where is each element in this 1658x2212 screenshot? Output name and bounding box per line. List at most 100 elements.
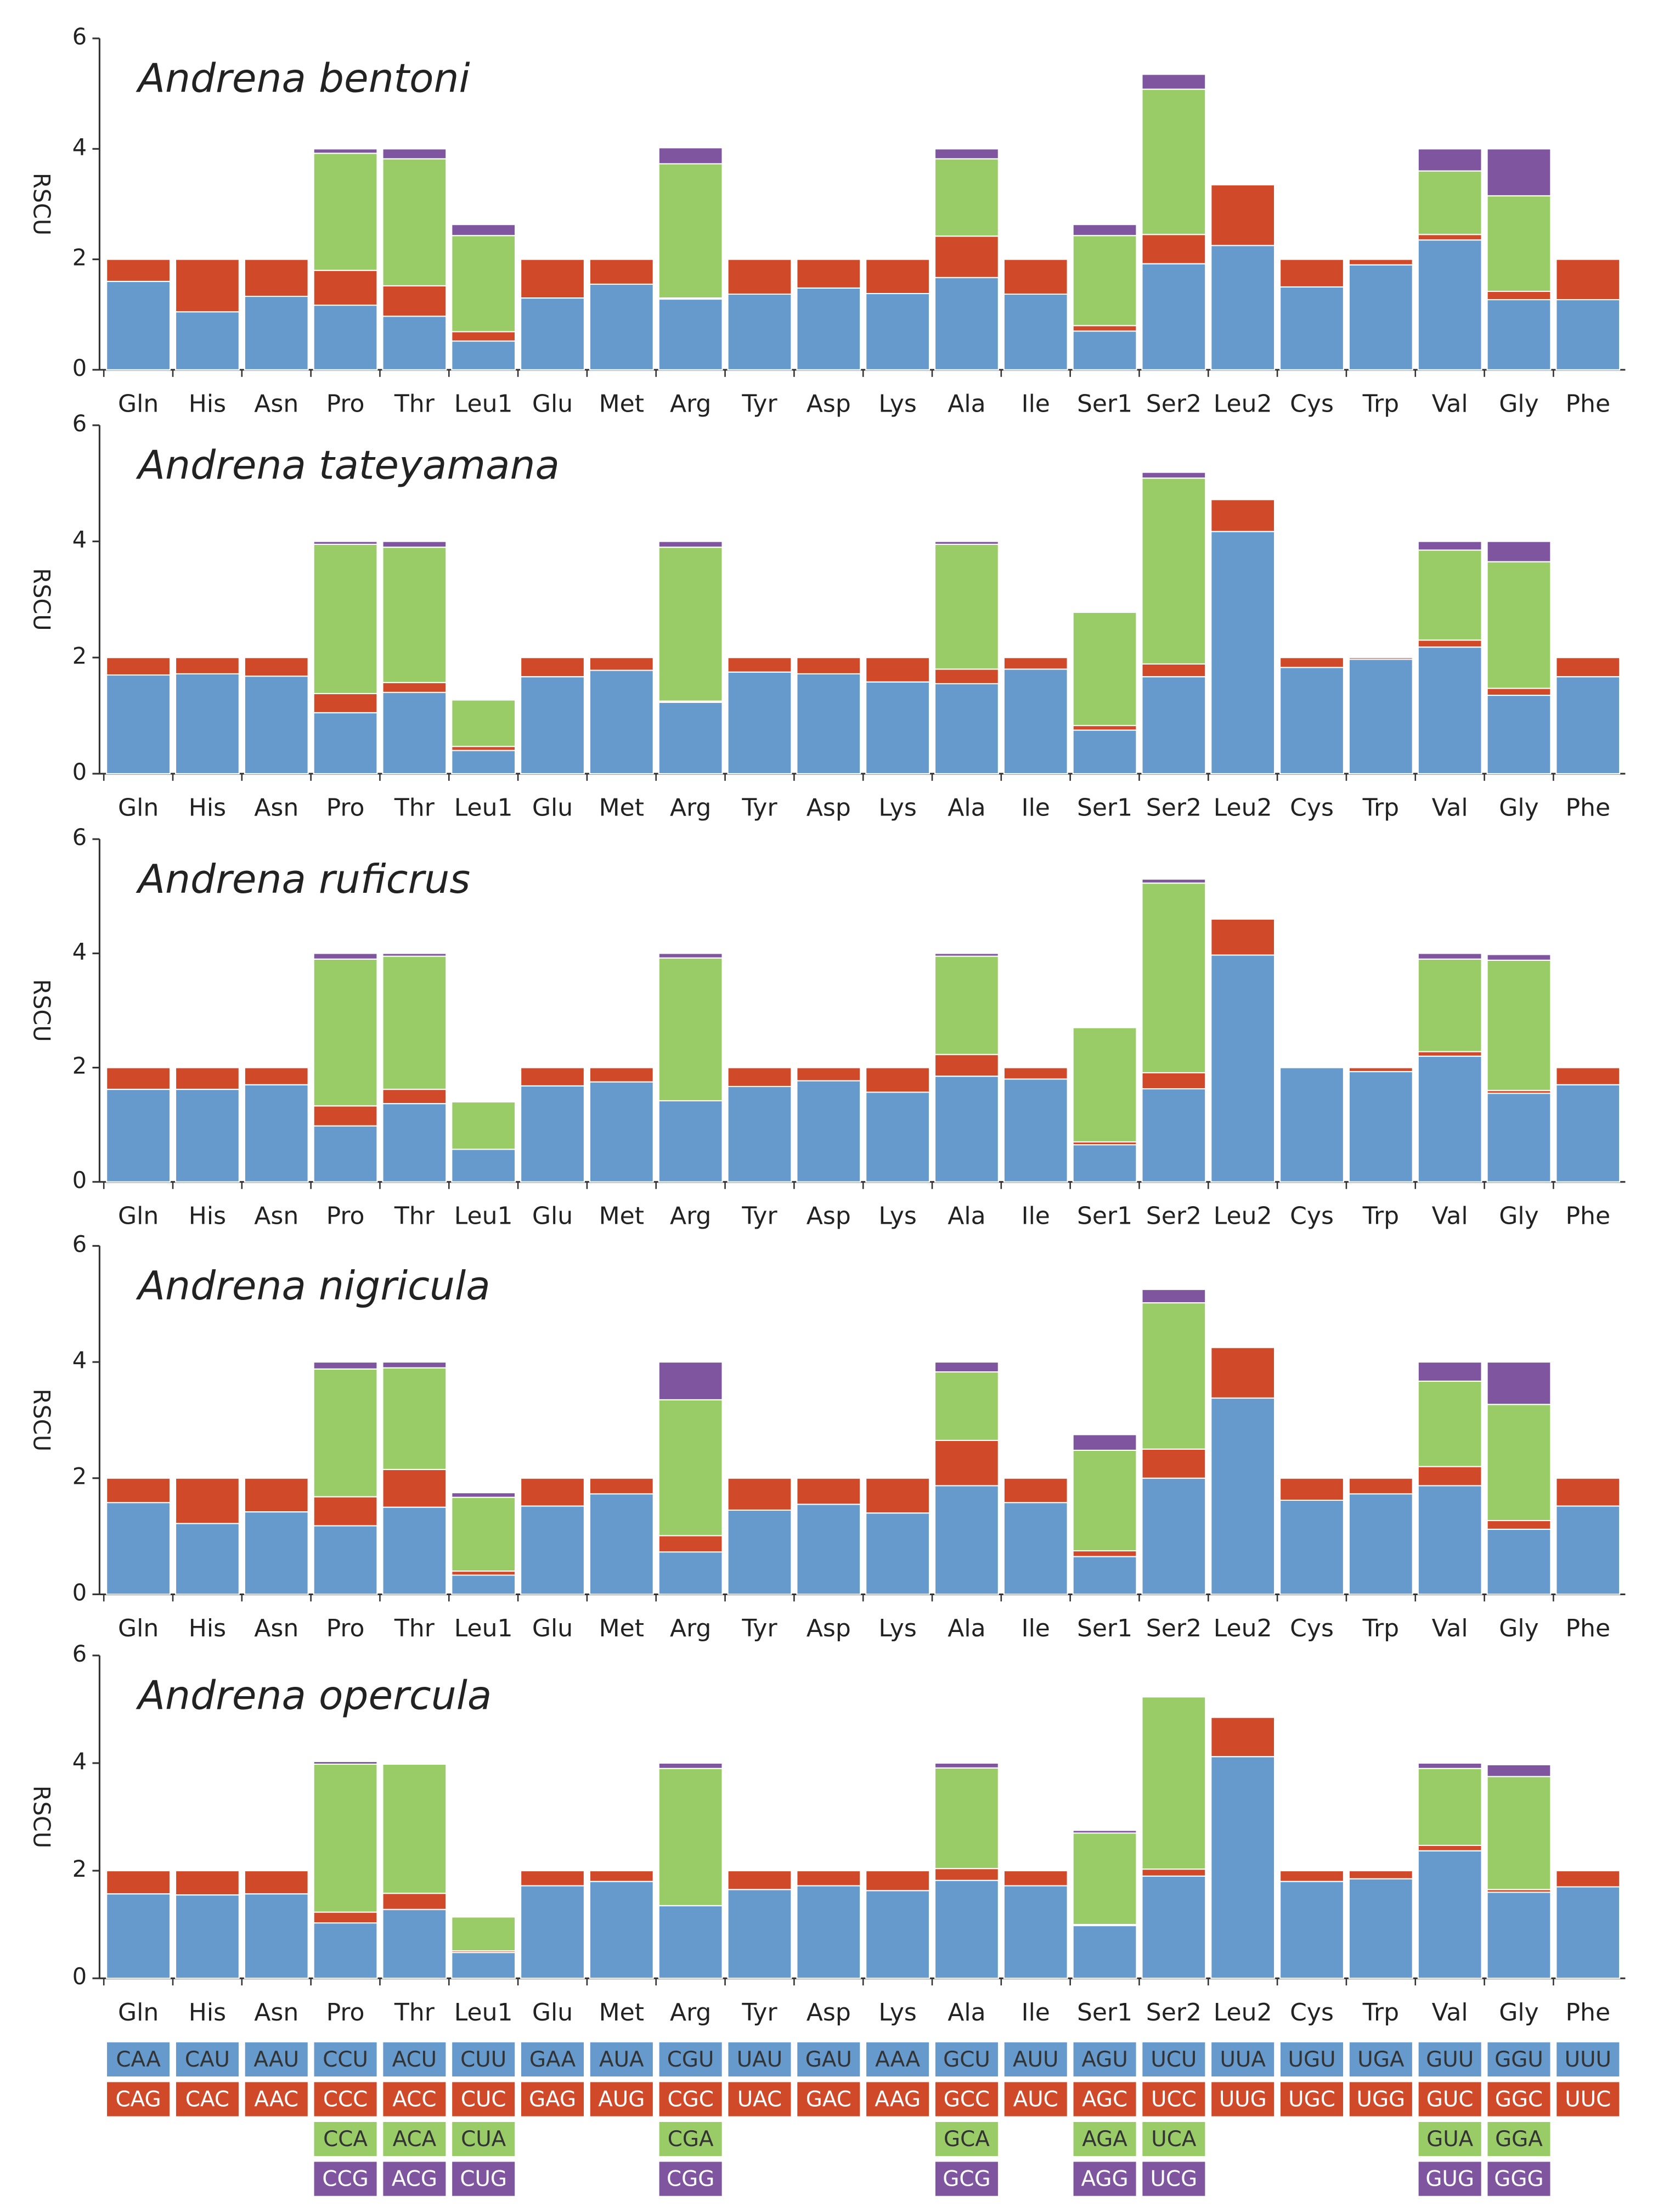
bar-segment <box>175 258 240 313</box>
x-tick-label: His <box>189 1202 226 1230</box>
bar-segment <box>382 1762 447 1765</box>
codon-label: AUG <box>598 2087 645 2112</box>
x-tick-label: Ala <box>948 1614 985 1642</box>
bar-segment <box>1072 610 1137 613</box>
bar-segment <box>796 1477 861 1505</box>
bar-segment <box>1072 1556 1137 1595</box>
codon-box <box>590 2042 653 2076</box>
bar-segment <box>382 955 447 1090</box>
bar-segment <box>658 953 723 959</box>
x-tick-label: Phe <box>1566 794 1611 822</box>
x-tick-label: Met <box>599 1999 644 2027</box>
bar-segment <box>1555 676 1621 774</box>
x-tick-label: Gln <box>118 1614 159 1642</box>
bar-segment <box>1486 1093 1552 1183</box>
bar-segment <box>520 1505 585 1595</box>
bar-segment <box>658 299 723 370</box>
x-tick-label: Asn <box>254 1614 298 1642</box>
codon-box <box>1418 2042 1481 2076</box>
bar-segment <box>796 1885 861 1979</box>
bar-segment <box>934 1485 999 1595</box>
bar-segment <box>106 258 171 282</box>
x-tick-label: Met <box>599 1614 644 1642</box>
codon-label: UCC <box>1151 2087 1197 2112</box>
codon-box <box>452 2121 515 2157</box>
chart-title: Andrena opercula <box>136 1673 492 1719</box>
bar-segment <box>382 1367 447 1470</box>
x-tick-label: Arg <box>670 794 711 822</box>
x-tick-label: Lys <box>878 1202 917 1230</box>
y-axis-label: RSCU <box>29 568 55 631</box>
bar-segment <box>658 1535 723 1553</box>
bar-segment <box>1555 657 1621 678</box>
codon-box <box>590 2082 653 2117</box>
codon-box <box>1349 2042 1412 2076</box>
codon-label: AUU <box>1013 2047 1058 2072</box>
bar-segment <box>313 305 378 370</box>
x-tick-label: Trp <box>1362 794 1400 822</box>
bar-segment <box>1279 1067 1344 1183</box>
codon-label: GUG <box>1425 2167 1474 2192</box>
x-tick-label: Ile <box>1022 794 1050 822</box>
codon-box <box>314 2121 377 2157</box>
bar-segment <box>1210 1347 1276 1399</box>
bar-segment <box>1141 88 1206 235</box>
y-axis-label: RSCU <box>29 1786 55 1848</box>
bar-segment <box>934 668 999 684</box>
codon-box <box>245 2042 308 2076</box>
x-tick-label: Leu2 <box>1214 390 1272 418</box>
bar-segment <box>244 1477 309 1513</box>
x-tick-label: Asn <box>254 1202 298 1230</box>
codon-label: CUC <box>461 2087 506 2112</box>
bar-segment <box>1417 1055 1482 1183</box>
bar-segment <box>589 669 654 774</box>
bar-segment <box>520 1477 585 1507</box>
y-tick-label: 2 <box>72 643 87 669</box>
codon-label: UCG <box>1151 2167 1198 2192</box>
codon-box <box>1211 2042 1274 2076</box>
codon-box <box>1142 2082 1205 2117</box>
bar-segment <box>382 541 447 548</box>
x-tick-label: Leu2 <box>1214 1202 1272 1230</box>
codon-box <box>1073 2082 1136 2117</box>
bar-segment <box>382 158 447 286</box>
codon-box <box>1487 2082 1550 2117</box>
codon-label: CCU <box>323 2047 368 2072</box>
bar-segment <box>796 1504 861 1595</box>
bar-segment <box>865 657 930 683</box>
bar-segment <box>520 676 585 774</box>
x-tick-label: Cys <box>1290 1202 1334 1230</box>
bar-segment <box>382 547 447 683</box>
codon-label: GGC <box>1495 2087 1543 2112</box>
bar-segment <box>1072 325 1137 332</box>
bar-segment <box>1210 1756 1276 1979</box>
x-tick-label: Phe <box>1566 1202 1611 1230</box>
bar-segment <box>1141 1448 1206 1479</box>
bar-segment <box>658 147 723 165</box>
bar-segment <box>1141 74 1206 90</box>
bar-segment <box>1279 1881 1344 1979</box>
bar-segment <box>451 699 516 747</box>
codon-label: UUU <box>1565 2047 1611 2072</box>
bar-segment <box>1486 561 1552 689</box>
bar-segment <box>313 1763 378 1913</box>
codon-box <box>866 2042 929 2076</box>
bar-segment <box>865 1477 930 1514</box>
codon-box <box>1142 2042 1205 2076</box>
bar-segment <box>1417 1466 1482 1487</box>
bar-segment <box>658 1768 723 1906</box>
codon-label: CUU <box>460 2047 506 2072</box>
x-tick-label: Asp <box>807 1999 851 2027</box>
x-tick-label: Ile <box>1022 1202 1050 1230</box>
y-tick-label: 2 <box>72 1464 87 1490</box>
bar-segment <box>382 953 447 957</box>
bar-segment <box>451 235 516 333</box>
bar-segment <box>658 957 723 1101</box>
bar-segment <box>313 1105 378 1127</box>
codon-label: GCU <box>943 2047 990 2072</box>
bar-segment <box>796 673 861 774</box>
bar-segment <box>1348 1477 1413 1495</box>
y-tick-label: 4 <box>72 134 87 160</box>
x-tick-label: Val <box>1432 794 1468 822</box>
